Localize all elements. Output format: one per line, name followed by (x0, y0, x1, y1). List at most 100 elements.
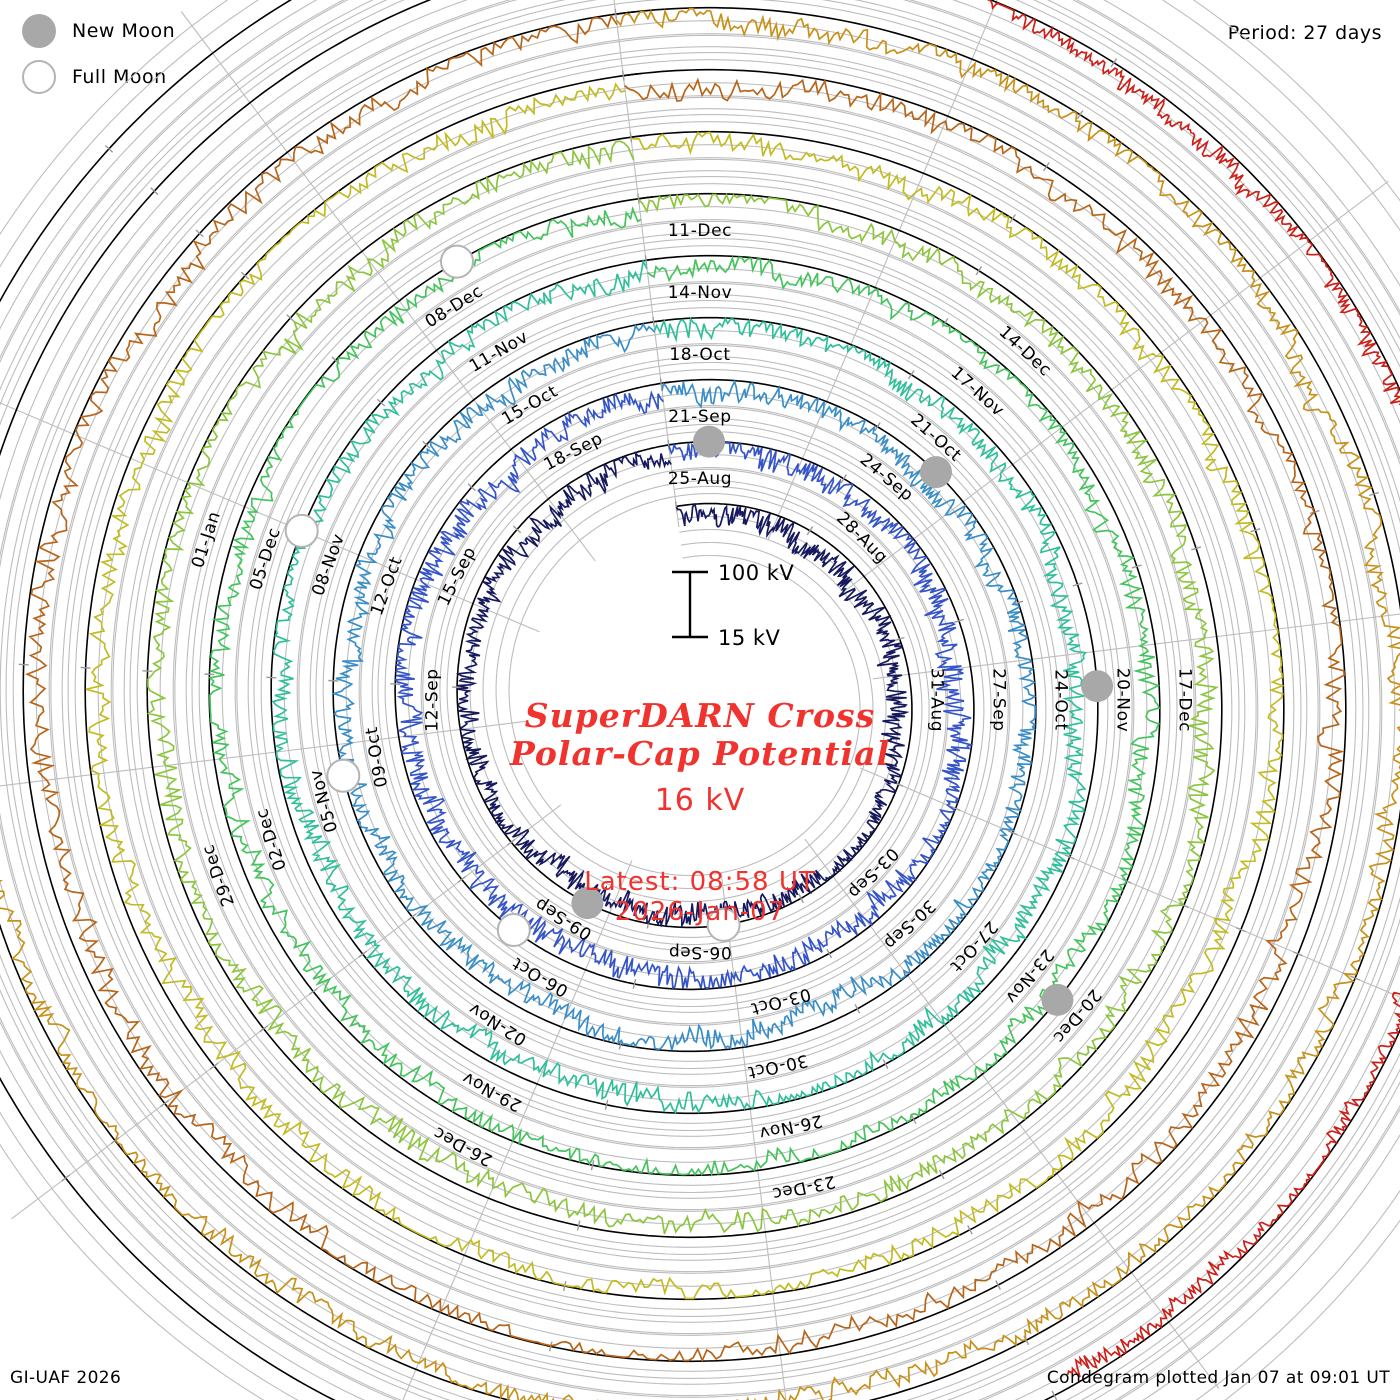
baseline-tick (512, 525, 522, 534)
baseline-tick (104, 144, 114, 153)
baseline-tick (308, 987, 318, 996)
baseline-tick (614, 9, 618, 20)
baseline-tick (874, 422, 881, 432)
center-title-group: SuperDARN Cross Polar-Cap Potential 16 k… (509, 696, 890, 927)
data-trace (394, 390, 974, 989)
baseline-tick (195, 229, 204, 238)
full-moon-marker (326, 758, 361, 793)
baseline-tick (467, 483, 476, 492)
moon-markers (284, 244, 1114, 1016)
baseline-tick (422, 440, 431, 449)
baseline-tick (204, 673, 215, 676)
date-label: 24-Oct (1051, 669, 1071, 730)
baseline-tick (1110, 58, 1118, 68)
baseline-tick (644, 255, 648, 266)
baseline-tick (1368, 491, 1380, 497)
radial-spoke (0, 402, 540, 633)
date-label: 18-Oct (669, 345, 730, 365)
date-label: 21-Sep (668, 407, 731, 427)
footer-credit: GI-UAF 2026 (10, 1368, 122, 1388)
date-label: 11-Dec (668, 221, 732, 241)
footer-plot-time: Condegram plotted Jan 07 at 09:01 UT (1046, 1368, 1390, 1388)
data-trace (146, 140, 1220, 1235)
full-moon-label: Full Moon (72, 66, 167, 88)
full-moon-marker (496, 913, 531, 947)
baseline-tick (576, 1220, 581, 1231)
baseline-tick (80, 666, 91, 669)
baseline-tick (629, 132, 633, 143)
baseline-tick (953, 618, 964, 623)
data-trace (208, 206, 1161, 1177)
baseline-tick (150, 187, 159, 196)
baseline-tick (1007, 830, 1018, 836)
current-value: 16 kV (655, 783, 746, 818)
new-moon-icon (22, 14, 56, 48)
new-moon-marker (920, 456, 952, 489)
baseline-tick (1076, 110, 1084, 120)
baseline-tick (1051, 1390, 1058, 1400)
baseline-tick (910, 1114, 917, 1125)
baseline-tick (209, 1062, 219, 1070)
baseline-tick (18, 663, 29, 666)
baseline-tick (286, 314, 295, 322)
baseline-tick (967, 1224, 973, 1235)
baseline-tick (328, 679, 339, 682)
baseline-tick (1350, 975, 1360, 981)
data-trace (85, 82, 1285, 1300)
moon-legend: New Moon Full Moon (22, 8, 175, 100)
new-moon-marker (1041, 983, 1074, 1016)
baseline-arc (208, 196, 1161, 1177)
scale-bar-group: 100 kV 15 kV (672, 561, 794, 650)
new-moon-marker (571, 887, 604, 920)
date-label: 01-Jan (188, 509, 225, 571)
baseline-tick (622, 70, 625, 81)
data-trace (331, 322, 1037, 1051)
baseline-tick (950, 805, 961, 812)
baseline-tick (632, 978, 637, 989)
baseline-tick (975, 266, 983, 276)
date-label: 17-Dec (1175, 668, 1195, 732)
data-trace (25, 14, 1345, 1363)
date-label: 31-Aug (927, 668, 947, 732)
baseline-tick (840, 474, 847, 484)
baseline-tick (1293, 951, 1303, 957)
baseline-tick (659, 378, 663, 389)
baseline-tick (652, 316, 655, 327)
baseline-tick (907, 370, 915, 380)
date-label: 02-Dec (252, 806, 291, 873)
baseline-tick (882, 1059, 889, 1069)
radial-spoke (0, 720, 528, 787)
baseline-tick (1191, 546, 1202, 551)
baseline-tick (1013, 600, 1024, 605)
data-trace (0, 7, 1400, 1400)
baseline-tick (798, 893, 804, 904)
baseline-tick (1250, 528, 1261, 533)
date-label: 25-Aug (668, 469, 732, 489)
baseline-tick (390, 683, 401, 685)
baseline-tick (1009, 214, 1016, 224)
title-line-1: SuperDARN Cross (525, 696, 875, 735)
baseline-arc (22, 10, 1347, 1363)
date-label: 29-Dec (198, 842, 239, 909)
radial-spoke (613, 0, 680, 528)
data-trace (986, 0, 1400, 1378)
baseline-tick (452, 686, 463, 689)
baseline-tick (938, 1169, 945, 1180)
baseline-tick (240, 271, 250, 280)
baseline-tick (826, 948, 833, 959)
baseline-tick (142, 670, 153, 672)
title-line-2: Polar-Cap Potential (509, 734, 890, 773)
baseline-tick (506, 838, 516, 846)
baseline-tick (674, 501, 678, 512)
baseline-tick (995, 1280, 1001, 1290)
latest-time: Latest: 08:58 UT (584, 867, 815, 897)
baseline-tick (894, 636, 905, 642)
baseline-tick (1072, 582, 1083, 587)
scale-label-bottom: 15 kV (718, 626, 781, 650)
